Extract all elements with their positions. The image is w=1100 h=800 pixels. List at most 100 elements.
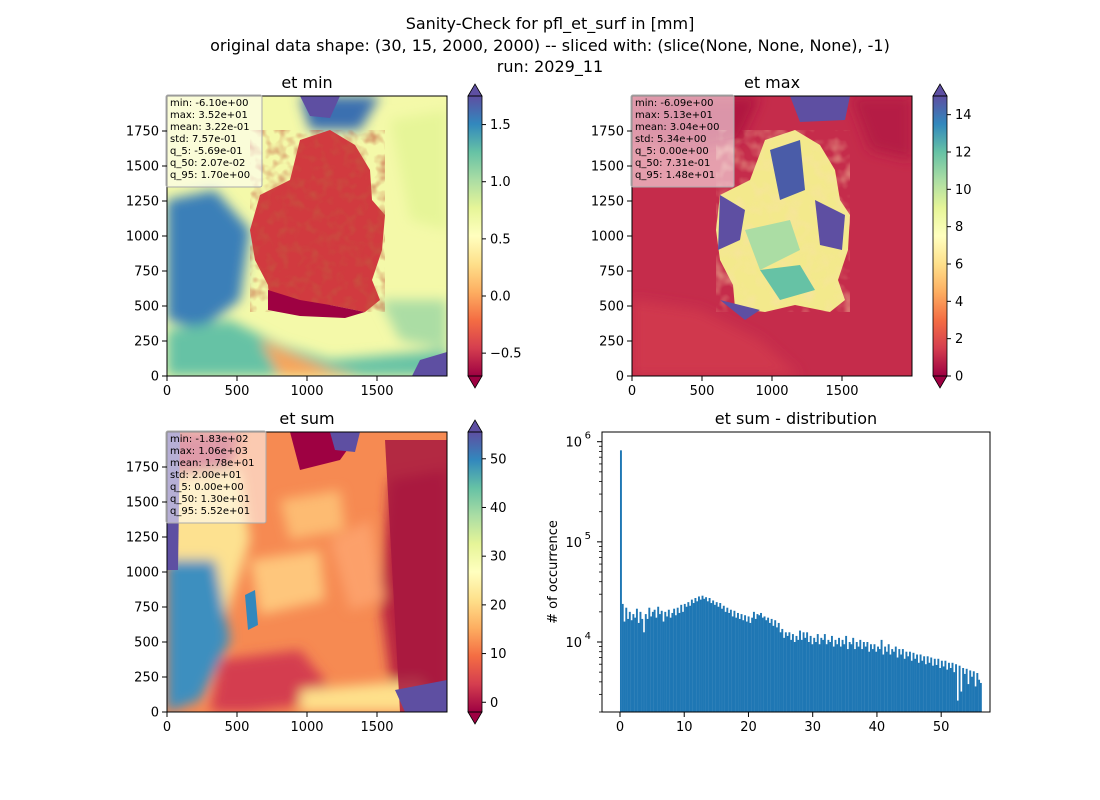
y-tick-label: 1000: [126, 230, 159, 245]
colorbar-tick-label: 4: [955, 295, 963, 310]
histogram-bar: [960, 691, 963, 712]
colorbar-tick-label: 0: [490, 696, 498, 711]
stat-q5: q_5: 0.00e+00: [635, 146, 709, 157]
histogram-bar: [735, 617, 738, 712]
histogram-bar: [786, 635, 789, 712]
histogram-bar: [939, 668, 942, 712]
histogram-bar: [946, 669, 949, 712]
y-tick-label: 1500: [126, 160, 159, 175]
stat-q50: q_50: 2.07e-02: [170, 158, 245, 169]
histogram-bar: [878, 649, 881, 712]
x-tick-label: 500: [225, 720, 250, 735]
histogram-bar: [777, 622, 780, 712]
histogram-bar: [845, 635, 848, 712]
histogram-bar: [728, 612, 731, 712]
histogram-bar: [816, 634, 819, 712]
histogram-bar: [651, 611, 654, 712]
histogram-bar: [861, 649, 864, 712]
colorbar-tick-label: 10: [955, 183, 972, 198]
histogram-bar: [928, 662, 931, 712]
x-tick-label: 10: [676, 720, 693, 735]
histogram-bar: [914, 658, 917, 712]
panel-title-et-min: et min: [281, 73, 332, 92]
histogram-bar: [869, 644, 872, 712]
colorbar-et-min: −0.5 0.0 0.5 1.0 1.5: [467, 83, 522, 389]
histogram-bar: [839, 646, 842, 712]
histogram-bar: [784, 632, 787, 712]
histogram-bar: [825, 644, 828, 712]
histogram-bar: [974, 686, 977, 712]
histogram-bar: [834, 639, 837, 712]
stats-box-et-max: min: -6.09e+00 max: 5.13e+01 mean: 3.04e…: [630, 94, 735, 188]
stat-q95: q_95: 1.70e+00: [170, 170, 250, 181]
histogram-bar: [676, 607, 679, 712]
histogram-bar: [758, 615, 761, 712]
panel-title-et-sum: et sum: [279, 409, 334, 428]
histogram-bar: [703, 598, 706, 712]
histogram-bar: [788, 632, 791, 712]
colorbar-tick-label: 1.5: [490, 118, 511, 133]
histogram-bar: [678, 612, 681, 712]
histogram-bar: [774, 620, 777, 712]
histogram-bar: [760, 612, 762, 712]
histogram-bar: [658, 614, 661, 712]
x-tick-label: 1500: [360, 720, 393, 735]
histogram-bar: [866, 642, 869, 712]
histogram-bar: [933, 658, 936, 712]
stats-box-et-min: min: -6.10e+00 max: 3.52e+01 mean: 3.22e…: [165, 94, 263, 188]
stat-mean: mean: 3.22e-01: [170, 122, 250, 133]
heatmap-et-min: [167, 96, 447, 376]
histogram-bar: [772, 625, 775, 712]
histogram-bar: [673, 608, 676, 712]
histogram-bar: [800, 639, 803, 712]
histogram-bar: [864, 646, 867, 712]
histogram-bar: [827, 639, 830, 712]
histogram-bar: [877, 646, 879, 712]
panel-et-min: et min min: -6.10e+00 max: 3.52e+01 mean…: [126, 73, 522, 399]
histogram-bar: [958, 665, 961, 712]
histogram-bar: [719, 603, 722, 712]
colorbar-tick-label: 2: [955, 332, 963, 347]
histogram-bar: [944, 660, 947, 712]
histogram-bar: [791, 634, 794, 712]
figure-title-line-1: Sanity-Check for pfl_et_surf in [mm]: [406, 14, 695, 34]
y-tick-label: 0: [616, 370, 624, 385]
histogram-bar: [836, 644, 839, 712]
histogram-bar: [724, 611, 727, 712]
x-tick-label: 50: [933, 720, 950, 735]
histogram-bar: [947, 662, 950, 712]
histogram-bar: [655, 617, 658, 712]
histogram-bar: [740, 614, 743, 712]
figure-title-line-2: original data shape: (30, 15, 2000, 2000…: [210, 36, 890, 55]
histogram-bar: [765, 620, 768, 712]
histogram-bar: [692, 603, 695, 712]
histogram-bar: [949, 668, 952, 712]
axes-et-max: 0 500 1000 1500 0 250 500 750 1000 1250 1500 1750: [591, 125, 859, 400]
histogram-bar: [641, 618, 644, 712]
colorbar-tick-label: 50: [490, 452, 507, 467]
stat-mean: mean: 3.04e+00: [635, 122, 719, 133]
histogram-bar: [900, 654, 903, 712]
colorbar-tick-label: 0: [955, 370, 963, 385]
histogram-bar: [715, 602, 718, 712]
y-tick-label: 10: [565, 636, 582, 651]
histogram-bar: [657, 606, 660, 712]
histogram-bar: [747, 616, 750, 712]
histogram-bar: [733, 610, 736, 712]
histogram-bar: [632, 614, 635, 712]
histogram-bar: [706, 601, 709, 712]
y-tick-label: 10: [565, 536, 582, 551]
histogram-bar: [880, 639, 883, 712]
axes-et-min: 0 500 1000 1500 0 250 500 750 1000 1250 1500 1750: [126, 125, 394, 400]
histogram-bar: [972, 671, 975, 712]
histogram-bar: [932, 665, 934, 712]
histogram-bar: [639, 611, 642, 712]
histogram-bar: [937, 658, 940, 712]
histogram-bar: [634, 617, 637, 712]
histogram-bar: [729, 609, 732, 712]
histogram-bar: [891, 649, 894, 712]
histogram-bar: [823, 634, 826, 712]
y-tick-exponent: 4: [585, 631, 591, 642]
stat-q5: q_5: 0.00e+00: [170, 482, 244, 493]
